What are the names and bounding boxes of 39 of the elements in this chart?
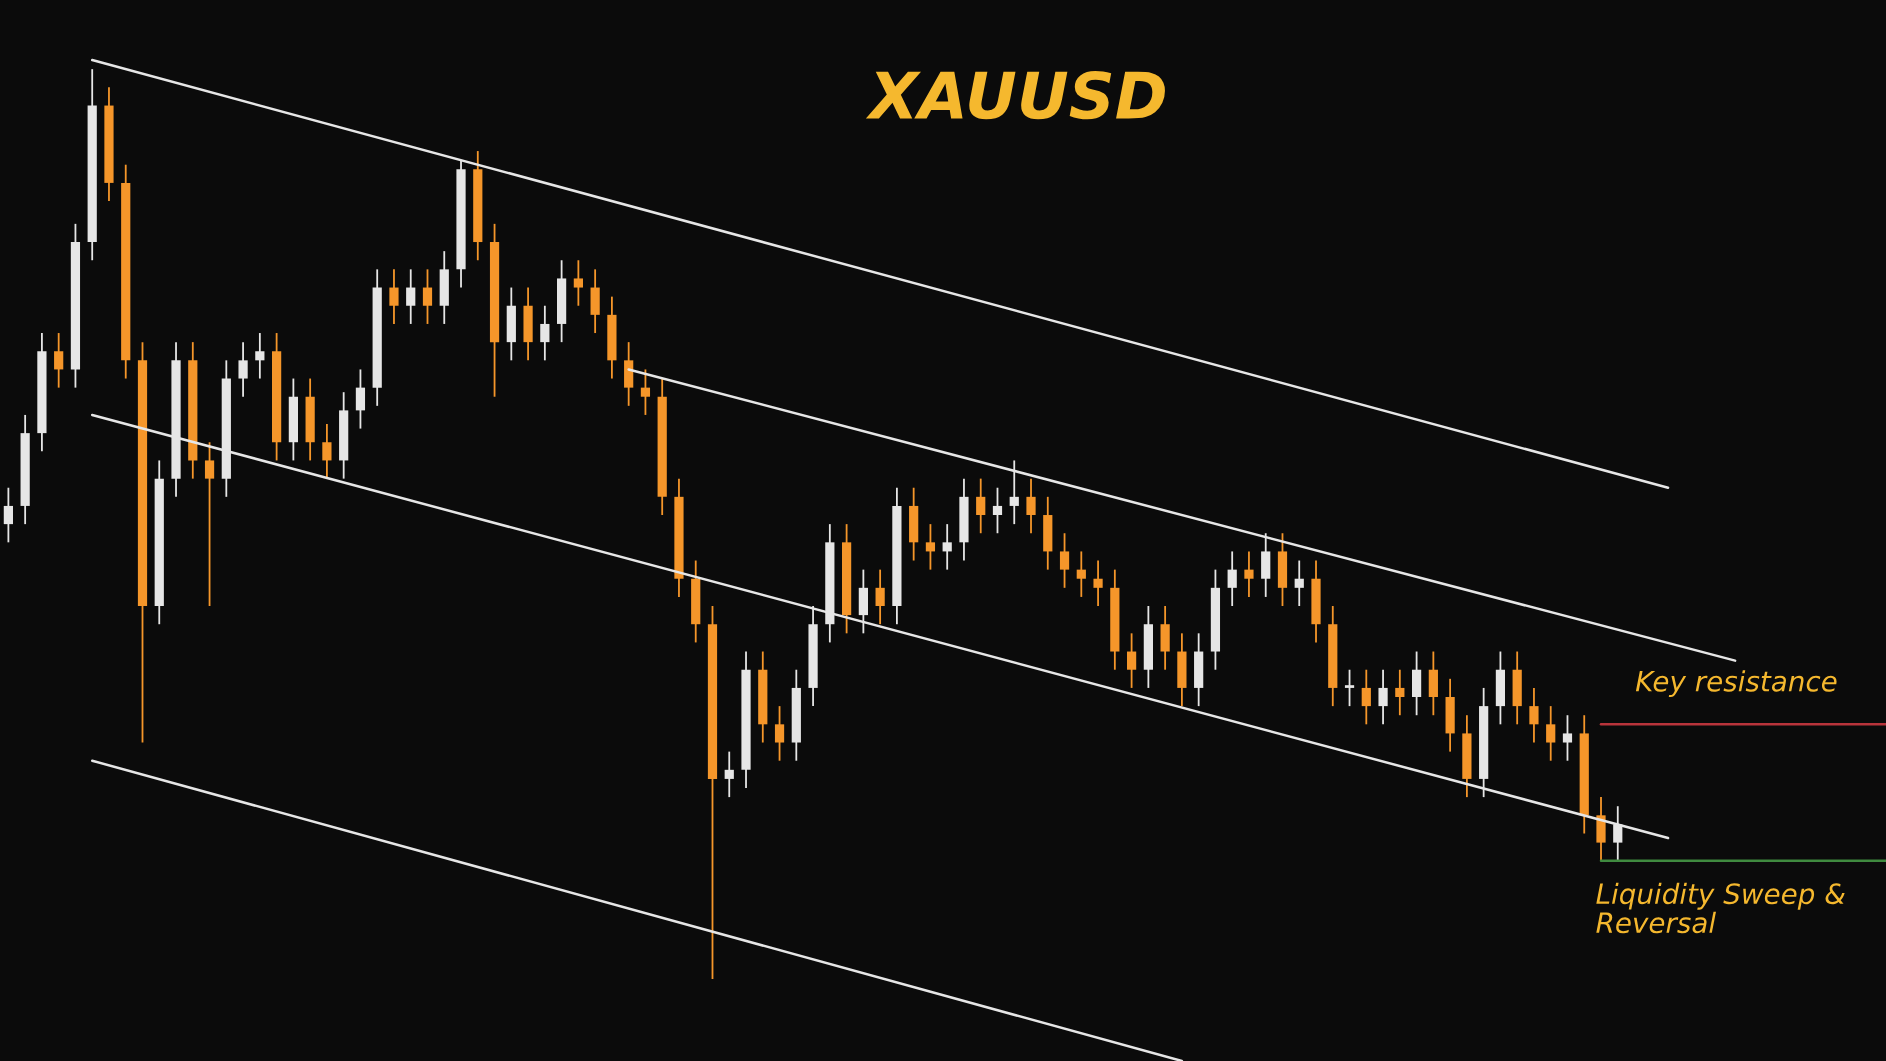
candlestick	[875, 568, 885, 626]
candlestick	[406, 268, 416, 325]
candlestick	[1378, 668, 1388, 726]
candlestick	[1244, 550, 1254, 598]
candlestick	[322, 423, 332, 480]
candlestick	[1076, 550, 1086, 598]
candlestick	[54, 332, 64, 389]
candlestick	[976, 477, 986, 535]
candlestick	[1546, 705, 1556, 762]
candlestick	[1294, 559, 1304, 607]
candlestick	[1009, 459, 1019, 526]
candlestick	[422, 268, 433, 325]
candlestick	[540, 304, 550, 362]
candlestick	[389, 268, 399, 325]
candlestick	[1562, 714, 1573, 762]
chart-title: XAUUSD	[865, 71, 1165, 120]
candlestick	[1126, 632, 1137, 689]
candlestick	[1529, 687, 1539, 744]
candlestick	[774, 705, 785, 762]
candlestick	[640, 368, 651, 416]
candlestick	[355, 368, 366, 430]
annotation: Key resistance	[1635, 670, 1837, 698]
candlestick	[1026, 477, 1036, 535]
candlestick	[1344, 668, 1355, 708]
candlestick	[573, 259, 583, 307]
candlestick	[255, 332, 265, 380]
candlestick	[1093, 559, 1103, 607]
candlestick	[204, 441, 215, 607]
candlestick	[992, 486, 1003, 535]
candlestick	[1059, 532, 1070, 589]
candlestick	[925, 523, 936, 571]
candlestick	[238, 341, 248, 398]
candlestick	[3, 486, 13, 544]
annotation: Liquidity Sweep & Reversal	[1596, 882, 1845, 934]
candlestick	[1395, 668, 1405, 717]
candlestick	[1227, 550, 1237, 607]
candlestick	[724, 750, 734, 799]
candlestick	[1361, 668, 1371, 726]
candlestick	[942, 523, 952, 571]
